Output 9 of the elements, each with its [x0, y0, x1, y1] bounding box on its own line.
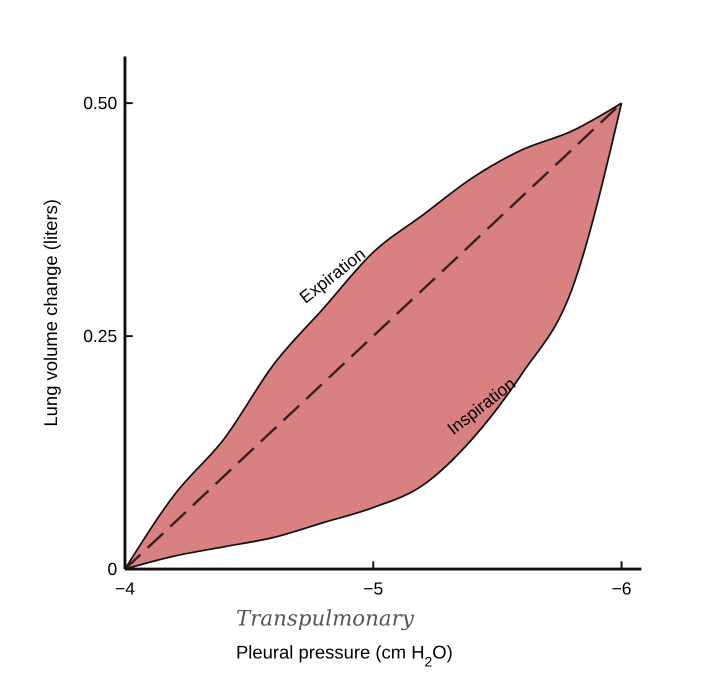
y-tick-label: 0.50	[83, 93, 118, 114]
x-tick-label: −4	[115, 578, 136, 598]
x-tick-label: −5	[363, 578, 384, 598]
x-axis-title: Pleural pressure (cm H$_{2}$O)	[236, 641, 453, 670]
y-tick-label: 0	[107, 559, 118, 580]
y-tick-label: 0.25	[83, 326, 118, 346]
x-tick-label: −6	[612, 578, 632, 598]
text: Transpulmonary	[236, 606, 415, 632]
y-axis-title: Lung volume change (liters)	[40, 199, 62, 427]
